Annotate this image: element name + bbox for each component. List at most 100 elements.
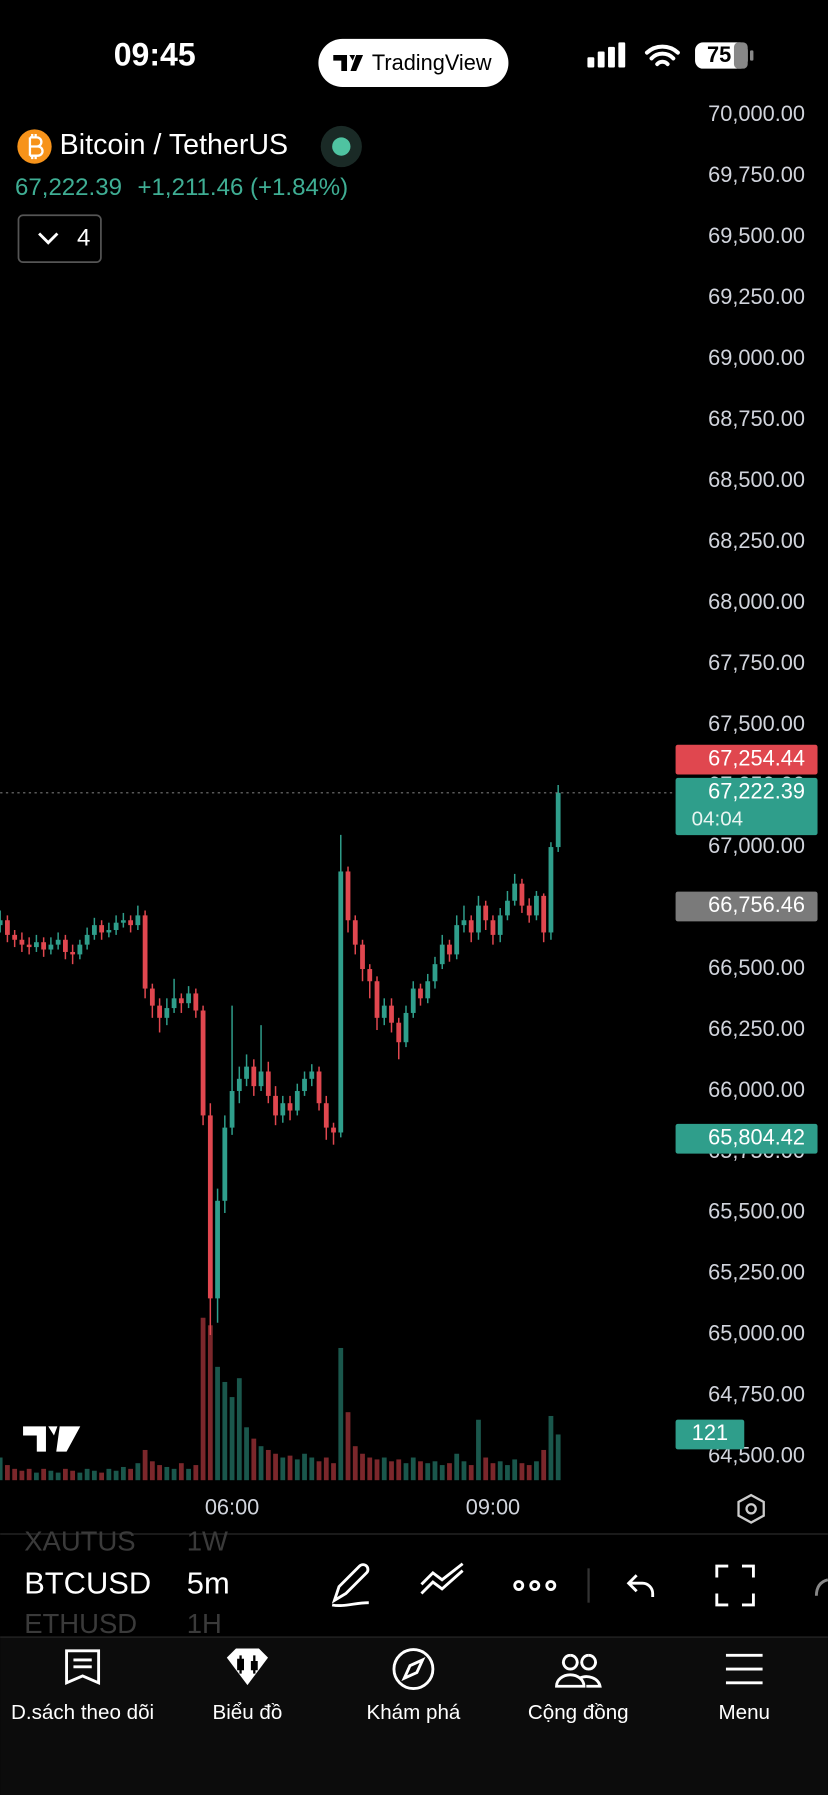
candle-body bbox=[534, 895, 539, 916]
volume-bar bbox=[287, 1455, 293, 1481]
volume-bar bbox=[149, 1461, 155, 1481]
y-tick-label: 67,000.00 bbox=[708, 833, 805, 858]
interval-option[interactable]: 1W bbox=[187, 1525, 228, 1556]
candle-body bbox=[215, 1200, 220, 1299]
candle-body bbox=[62, 939, 68, 952]
symbol-option[interactable]: ETHUSD bbox=[24, 1608, 137, 1639]
wifi-icon bbox=[644, 44, 680, 67]
trendline-icon[interactable] bbox=[420, 1562, 464, 1595]
brand-pill[interactable]: TradingView bbox=[318, 38, 509, 88]
candle-body bbox=[149, 988, 155, 1006]
candle-body bbox=[483, 905, 489, 921]
candle-body bbox=[273, 1095, 278, 1116]
volume-bar bbox=[128, 1468, 134, 1481]
menu-icon[interactable] bbox=[725, 1653, 763, 1685]
y-tick-label: 69,750.00 bbox=[708, 162, 805, 187]
price-tag-label: 67,222.39 bbox=[708, 779, 805, 804]
volume-bar bbox=[454, 1453, 460, 1481]
more-icon[interactable] bbox=[513, 1580, 557, 1591]
interval-selected[interactable]: 5m bbox=[187, 1566, 230, 1601]
volume-tag bbox=[675, 1419, 745, 1450]
candle-body bbox=[244, 1066, 249, 1079]
volume-bar bbox=[258, 1446, 264, 1481]
symbol-name[interactable]: Bitcoin / TetherUS bbox=[60, 129, 288, 161]
candle-body bbox=[367, 969, 373, 982]
volume-bar bbox=[483, 1457, 489, 1481]
interval-option[interactable]: 1H bbox=[187, 1608, 222, 1639]
candle-body bbox=[280, 1103, 286, 1116]
candle-body bbox=[186, 993, 191, 1004]
candle-body bbox=[99, 925, 105, 933]
candle-body bbox=[26, 944, 32, 948]
volume-bar bbox=[447, 1463, 452, 1481]
candle-body bbox=[374, 981, 380, 1018]
candle-body bbox=[41, 942, 47, 950]
candle-body bbox=[555, 792, 561, 848]
chart-icon[interactable] bbox=[226, 1648, 269, 1686]
candle-body bbox=[389, 1005, 394, 1023]
draw-icon[interactable] bbox=[331, 1563, 370, 1608]
price-tag-label: 65,804.42 bbox=[708, 1124, 805, 1149]
indicators-toggle[interactable]: 4 bbox=[17, 214, 102, 264]
nav-label[interactable]: Khám phá bbox=[366, 1701, 460, 1724]
volume-bar bbox=[323, 1457, 329, 1481]
y-tick-label: 67,500.00 bbox=[708, 711, 805, 736]
volume-bar bbox=[352, 1446, 358, 1481]
volume-bar bbox=[534, 1461, 539, 1481]
candle-body bbox=[548, 847, 554, 933]
candle-body bbox=[77, 944, 83, 955]
watchlist-icon[interactable] bbox=[65, 1649, 101, 1685]
tv-watermark bbox=[23, 1426, 81, 1452]
y-tick-label: 69,250.00 bbox=[708, 284, 805, 309]
nav-label[interactable]: Cộng đồng bbox=[528, 1701, 629, 1724]
settings-icon[interactable] bbox=[737, 1493, 765, 1524]
candles bbox=[0, 784, 676, 1335]
volume-bar bbox=[84, 1468, 90, 1481]
volume-bar bbox=[157, 1465, 162, 1481]
volume-bar bbox=[222, 1381, 228, 1481]
explore-icon[interactable] bbox=[392, 1648, 435, 1690]
volume-bar bbox=[345, 1412, 351, 1481]
pill-bg bbox=[318, 38, 509, 88]
volume-bar bbox=[171, 1468, 177, 1481]
y-tick-label: 69,500.00 bbox=[708, 223, 805, 248]
fullscreen-icon[interactable] bbox=[715, 1564, 755, 1607]
candle-body bbox=[142, 915, 148, 989]
volume-bar bbox=[265, 1449, 271, 1481]
candle-body bbox=[222, 1127, 228, 1201]
volume-bar bbox=[91, 1470, 97, 1481]
community-icon[interactable] bbox=[555, 1653, 602, 1688]
candle-body bbox=[106, 930, 112, 933]
volume-bar bbox=[62, 1468, 68, 1481]
indicator-count: 4 bbox=[77, 225, 90, 252]
price-tag bbox=[675, 1123, 818, 1154]
candle-body bbox=[258, 1071, 264, 1087]
candle-body bbox=[396, 1022, 402, 1043]
candle-body bbox=[447, 944, 452, 955]
y-tick-label: 70,000.00 bbox=[708, 101, 805, 126]
battery-level: 75 bbox=[707, 42, 731, 67]
volume-bar bbox=[381, 1457, 387, 1481]
candle-body bbox=[207, 1115, 213, 1299]
nav-label[interactable]: Biểu đồ bbox=[213, 1701, 283, 1724]
nav-label[interactable]: Menu bbox=[719, 1701, 771, 1724]
candle-body bbox=[454, 925, 460, 955]
candle-body bbox=[490, 920, 496, 935]
candle-body bbox=[381, 1005, 387, 1018]
nav-label[interactable]: D.sách theo dõi bbox=[11, 1701, 154, 1724]
candle-body bbox=[120, 920, 126, 923]
symbol-option[interactable]: XAUTUS bbox=[24, 1525, 135, 1556]
volume-bar bbox=[34, 1472, 39, 1481]
volume-bar bbox=[186, 1468, 191, 1481]
y-tick-label: 68,000.00 bbox=[708, 589, 805, 614]
symbol-selected[interactable]: BTCUSD bbox=[24, 1566, 151, 1601]
undo-icon[interactable] bbox=[626, 1574, 655, 1597]
candle-body bbox=[425, 981, 431, 999]
price-tag bbox=[675, 891, 818, 922]
battery-empty bbox=[733, 42, 748, 69]
brand-logo bbox=[333, 54, 364, 71]
volume-bar bbox=[294, 1459, 300, 1481]
volume-bar bbox=[215, 1366, 220, 1481]
volume-bar bbox=[251, 1438, 257, 1481]
